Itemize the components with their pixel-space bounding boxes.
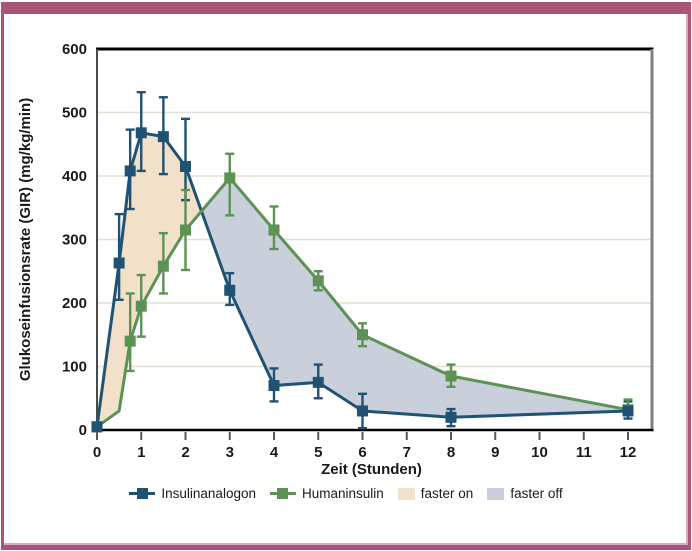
x-tick-label: 10 <box>531 444 548 461</box>
x-tick-label: 3 <box>226 444 234 461</box>
y-tick-label: 0 <box>79 422 87 439</box>
humaninsulin-marker-icon <box>269 487 296 500</box>
x-tick-label: 12 <box>620 444 637 461</box>
legend-item-faster-on: faster on <box>397 486 474 501</box>
plot-frame <box>96 47 654 432</box>
shaded-regions <box>97 132 628 427</box>
legend-item-faster-off: faster off <box>487 486 563 501</box>
y-axis-ticks: 0 100 200 300 400 500 600 <box>62 41 87 439</box>
faster-on-swatch-icon <box>397 487 415 500</box>
legend-label-faster-off: faster off <box>510 486 563 501</box>
legend-label-faster-on: faster on <box>420 486 474 501</box>
x-tick-label: 11 <box>576 444 592 461</box>
x-tick-label: 7 <box>403 444 411 461</box>
y-tick-label: 300 <box>62 232 87 249</box>
y-tick-label: 600 <box>62 41 87 58</box>
x-tick-label: 0 <box>93 444 101 461</box>
x-tick-label: 8 <box>447 444 455 461</box>
y-tick-label: 500 <box>62 105 87 122</box>
y-tick-label: 200 <box>62 295 87 312</box>
legend-label-insulinanalogon: Insulinanalogon <box>161 486 256 501</box>
x-tick-label: 5 <box>314 444 322 461</box>
y-tick-label: 100 <box>62 359 87 376</box>
y-tick-label: 400 <box>62 168 87 185</box>
y-axis-title: Glukoseinfusionsrate (GIR) (mg/kg/min) <box>17 98 34 381</box>
x-tick-label: 4 <box>270 444 279 461</box>
x-tick-label: 1 <box>137 444 145 461</box>
x-tick-label: 2 <box>181 444 189 461</box>
faster-off-swatch-icon <box>487 487 505 500</box>
markers-insulinanalogon <box>91 127 634 433</box>
legend-item-insulinanalogon: Insulinanalogon <box>129 486 256 501</box>
legend-label-humaninsulin: Humaninsulin <box>301 486 384 501</box>
x-axis-title: Zeit (Stunden) <box>321 461 422 478</box>
x-axis-ticks: 0 1 2 3 4 5 6 7 8 9 10 11 12 <box>93 432 637 461</box>
insulinanalogon-marker-icon <box>129 487 156 500</box>
chart-legend: Insulinanalogon Humaninsulin faster on f… <box>0 486 692 501</box>
x-tick-label: 9 <box>491 444 499 461</box>
region-faster-on <box>97 132 202 427</box>
legend-item-humaninsulin: Humaninsulin <box>269 486 384 501</box>
region-faster-off <box>201 177 628 418</box>
x-tick-label: 6 <box>358 444 366 461</box>
